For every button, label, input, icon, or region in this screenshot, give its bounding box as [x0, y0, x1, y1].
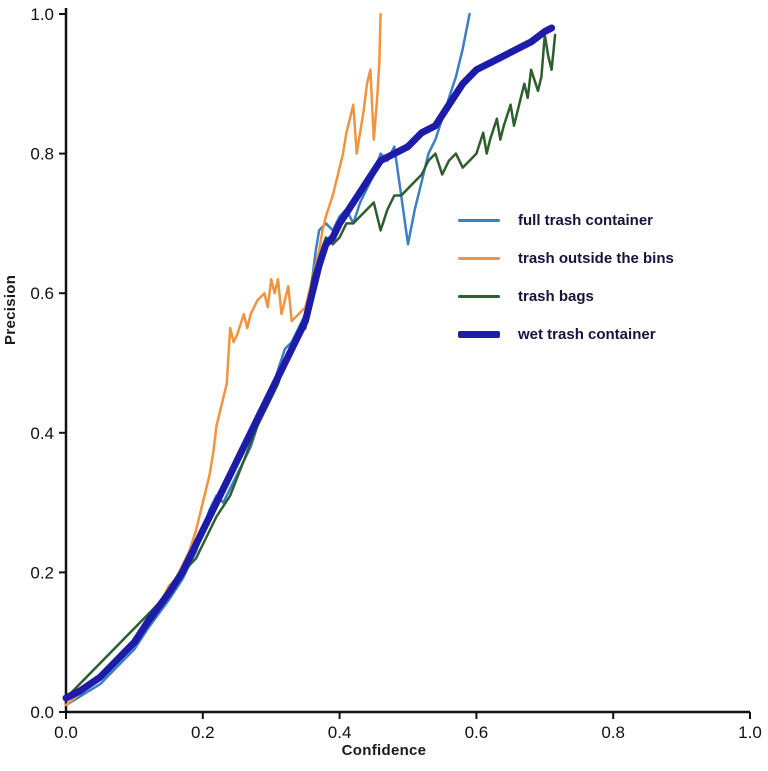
x-tick-label: 0.0 [54, 723, 78, 742]
y-tick-label: 0.4 [30, 424, 54, 443]
x-tick-label: 0.2 [191, 723, 215, 742]
chart-legend: full trash container trash outside the b… [458, 212, 674, 343]
legend-swatch-trash-outside-the-bins [458, 257, 500, 260]
legend-label: trash bags [518, 288, 594, 305]
legend-swatch-wet-trash-container [458, 331, 500, 338]
x-tick-label: 0.4 [328, 723, 352, 742]
x-axis-title: Confidence [341, 742, 427, 759]
legend-label: trash outside the bins [518, 250, 674, 267]
y-tick-label: 0.2 [30, 563, 54, 582]
series-line-wet-trash-container [62, 24, 556, 702]
series-line-trash-bags [64, 33, 557, 700]
legend-label: full trash container [518, 212, 654, 229]
legend-swatch-trash-bags [458, 295, 500, 298]
legend-item-full-trash-container: full trash container [458, 212, 674, 229]
legend-label: wet trash container [518, 326, 656, 343]
y-tick-label: 1.0 [30, 5, 54, 24]
series-line-full-trash-container [64, 12, 471, 707]
y-tick-label: 0.6 [30, 284, 54, 303]
x-tick-label: 0.8 [601, 723, 625, 742]
x-tick-label: 0.6 [465, 723, 489, 742]
legend-swatch-full-trash-container [458, 219, 500, 222]
legend-item-wet-trash-container: wet trash container [458, 326, 674, 343]
y-axis-title: Precision [2, 274, 19, 345]
y-tick-label: 0.0 [30, 703, 54, 722]
series-line-trash-outside-the-bins [64, 12, 382, 707]
legend-item-trash-bags: trash bags [458, 288, 674, 305]
x-tick-label: 1.0 [738, 723, 762, 742]
legend-item-trash-outside-the-bins: trash outside the bins [458, 250, 674, 267]
y-tick-label: 0.8 [30, 145, 54, 164]
